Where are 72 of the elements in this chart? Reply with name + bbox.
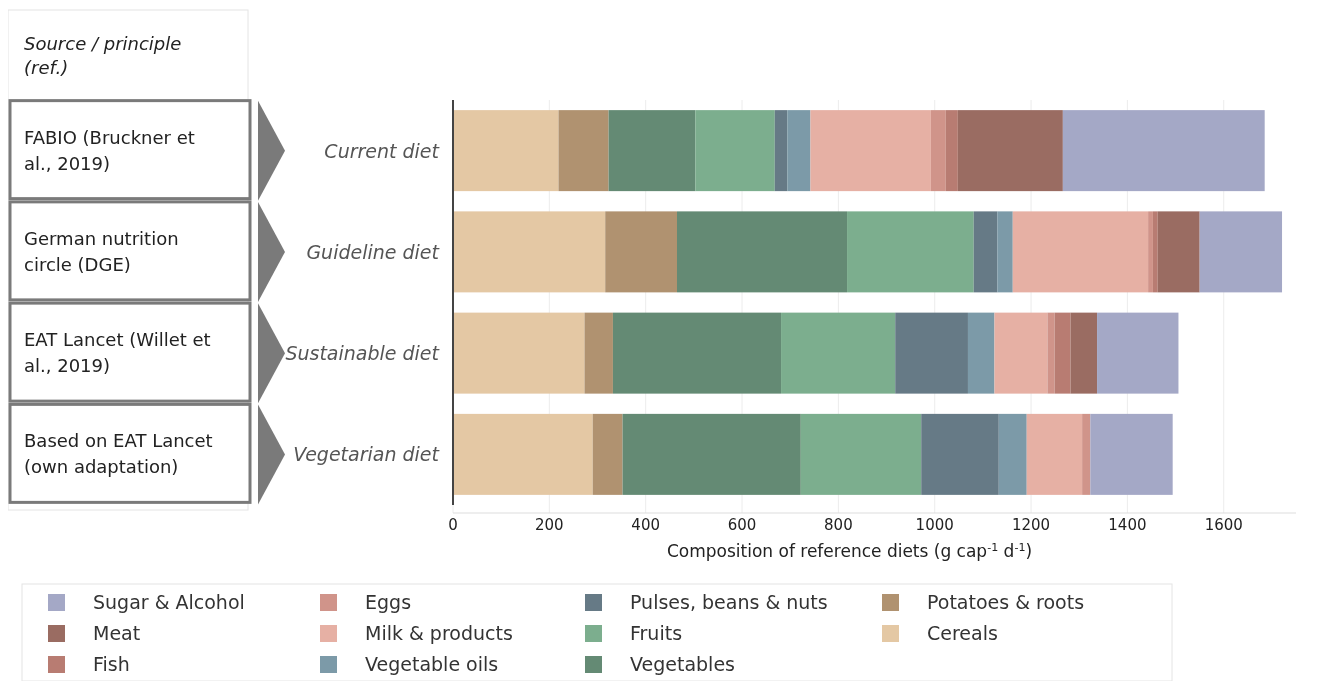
bar xyxy=(584,312,613,394)
bar xyxy=(677,211,848,293)
bar xyxy=(847,211,974,293)
text: German nutrition circle (DGE) xyxy=(24,227,179,275)
bar xyxy=(453,312,585,394)
x-tick-label: 200 xyxy=(535,516,564,534)
bar xyxy=(998,413,1027,495)
bar xyxy=(1097,312,1179,394)
bar xyxy=(1012,211,1149,293)
legend-label: Vegetable oils xyxy=(365,653,499,675)
x-tick-label: 600 xyxy=(727,516,757,534)
bar xyxy=(558,110,609,192)
legend-label: Milk & products xyxy=(365,622,513,644)
bar xyxy=(930,110,946,192)
legend-label: Pulses, beans & nuts xyxy=(630,591,828,613)
bar xyxy=(612,312,782,394)
text: EAT Lancet (Willet et al., 2019) xyxy=(24,329,211,377)
x-tick-label: 0 xyxy=(448,516,458,534)
y-tick-label: Sustainable diet xyxy=(285,342,441,365)
x-tick-label: 800 xyxy=(824,516,853,534)
bar xyxy=(994,312,1048,394)
bar xyxy=(1047,312,1055,394)
bar xyxy=(592,413,623,495)
text: FABIO (Bruckner et al., 2019) xyxy=(24,126,195,174)
bar xyxy=(1070,312,1098,394)
legend-label: Cereals xyxy=(927,622,998,644)
legend-label: Eggs xyxy=(365,591,412,613)
source-note: Source / principle (ref.) xyxy=(24,33,182,78)
bar xyxy=(1062,110,1265,192)
y-tick-label: Current diet xyxy=(324,139,441,162)
legend-label: Sugar & Alcohol xyxy=(93,591,245,613)
bar xyxy=(1026,413,1083,495)
bar xyxy=(1082,413,1091,495)
bar xyxy=(810,110,931,192)
legend-label: Vegetables xyxy=(630,653,735,675)
bar xyxy=(787,110,811,192)
bar xyxy=(997,211,1013,293)
bar xyxy=(921,413,999,495)
x-tick-label: 1400 xyxy=(1108,516,1147,534)
bar xyxy=(605,211,677,293)
legend-label: Fish xyxy=(93,653,130,675)
x-axis-title: Composition of reference diets (g cap$^{-1}$ d$^{-1}$) xyxy=(666,540,1033,561)
bar xyxy=(781,312,896,394)
bar xyxy=(622,413,801,495)
bar xyxy=(1157,211,1200,293)
bar xyxy=(973,211,998,293)
bar xyxy=(895,312,968,394)
bar xyxy=(453,110,559,192)
bar xyxy=(967,312,995,394)
x-tick-label: 1000 xyxy=(915,516,954,534)
bar xyxy=(1148,211,1153,293)
legend-label: Meat xyxy=(93,622,141,644)
legend-label: Fruits xyxy=(630,622,683,644)
bar xyxy=(695,110,775,192)
bar xyxy=(945,110,958,192)
text: Based on EAT Lancet (own adaptation) xyxy=(24,430,213,478)
bar xyxy=(957,110,1063,192)
x-tick-label: 1600 xyxy=(1204,516,1243,534)
legend-label: Potatoes & roots xyxy=(927,591,1085,613)
bar xyxy=(1054,312,1071,394)
bar xyxy=(1199,211,1283,293)
x-tick-label: 1200 xyxy=(1011,516,1051,534)
y-tick-label: Vegetarian diet xyxy=(293,443,441,466)
y-tick-label: Guideline diet xyxy=(306,240,441,263)
bar xyxy=(453,211,606,293)
bar xyxy=(453,413,593,495)
bar xyxy=(608,110,696,192)
bar xyxy=(800,413,922,495)
bar xyxy=(1090,413,1173,495)
bar xyxy=(1152,211,1158,293)
bar xyxy=(774,110,788,192)
x-tick-label: 400 xyxy=(631,516,661,534)
